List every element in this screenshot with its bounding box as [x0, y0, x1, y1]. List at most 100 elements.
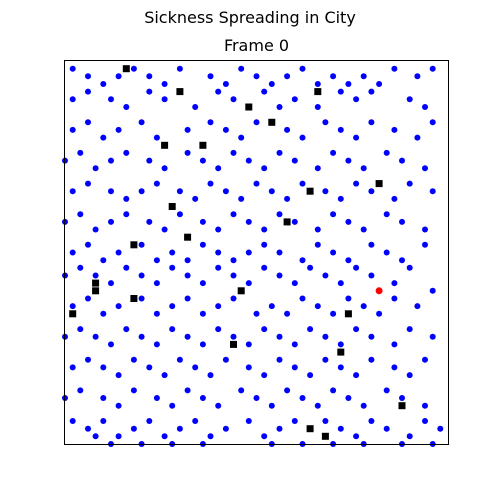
- healthy-point: [77, 149, 84, 156]
- healthy-point: [130, 387, 137, 394]
- healthy-point: [184, 126, 191, 133]
- healthy-point: [115, 433, 122, 440]
- healthy-point: [276, 149, 283, 156]
- healthy-point: [153, 395, 160, 401]
- healthy-point: [92, 226, 99, 233]
- healthy-point: [222, 126, 229, 133]
- healthy-point: [322, 119, 329, 126]
- healthy-point: [100, 395, 107, 401]
- healthy-point: [299, 295, 306, 302]
- healthy-point: [215, 88, 222, 95]
- healthy-point: [422, 104, 428, 110]
- healthy-point: [169, 303, 176, 310]
- healthy-point: [245, 418, 252, 424]
- healthy-point: [207, 372, 214, 379]
- healthy-point: [307, 326, 314, 333]
- healthy-point: [253, 119, 260, 126]
- healthy-point: [429, 188, 436, 195]
- healthy-point: [345, 295, 352, 302]
- healthy-point: [330, 387, 337, 394]
- healthy-point: [77, 387, 84, 394]
- healthy-point: [360, 165, 367, 172]
- healthy-point: [368, 241, 375, 248]
- healthy-point: [215, 264, 222, 271]
- healthy-point: [192, 195, 199, 202]
- healthy-point: [169, 264, 176, 271]
- healthy-point: [330, 73, 337, 80]
- healthy-point: [383, 387, 390, 394]
- healthy-point: [169, 249, 176, 256]
- healthy-point: [406, 96, 413, 103]
- healthy-point: [92, 165, 99, 172]
- healthy-point: [192, 418, 199, 424]
- healthy-point: [207, 119, 214, 126]
- healthy-point: [199, 241, 206, 248]
- healthy-point: [123, 211, 130, 218]
- building-marker: [161, 141, 169, 149]
- healthy-point: [322, 418, 329, 424]
- healthy-point: [92, 272, 99, 279]
- healthy-point: [169, 326, 176, 333]
- building-marker: [344, 310, 352, 318]
- healthy-point: [383, 249, 390, 256]
- healthy-point: [207, 180, 214, 187]
- healthy-point: [276, 104, 283, 110]
- healthy-point: [138, 295, 145, 302]
- healthy-point: [192, 364, 199, 371]
- healthy-point: [69, 303, 76, 310]
- healthy-point: [368, 188, 375, 195]
- healthy-point: [345, 218, 352, 225]
- healthy-point: [238, 387, 245, 394]
- healthy-point: [85, 119, 91, 126]
- healthy-point: [199, 218, 206, 225]
- building-marker: [92, 279, 100, 287]
- healthy-point: [284, 387, 291, 394]
- healthy-point: [299, 395, 306, 401]
- healthy-point: [376, 310, 383, 317]
- healthy-point: [245, 364, 252, 371]
- healthy-point: [291, 280, 298, 287]
- healthy-point: [222, 425, 229, 432]
- healthy-point: [422, 241, 428, 248]
- healthy-point: [253, 395, 260, 401]
- healthy-point: [429, 287, 436, 294]
- healthy-point: [100, 134, 107, 141]
- healthy-point: [146, 73, 153, 80]
- healthy-point: [108, 218, 114, 225]
- healthy-point: [77, 326, 84, 333]
- healthy-point: [261, 165, 268, 172]
- healthy-point: [245, 280, 252, 287]
- healthy-point: [138, 241, 145, 248]
- healthy-point: [299, 257, 306, 264]
- healthy-point: [153, 310, 160, 317]
- healthy-point: [192, 104, 199, 110]
- healthy-point: [153, 280, 160, 287]
- healthy-point: [215, 326, 222, 333]
- healthy-point: [69, 65, 76, 72]
- building-marker: [92, 287, 100, 295]
- healthy-point: [199, 280, 206, 287]
- healthy-point: [360, 226, 367, 233]
- healthy-point: [161, 372, 168, 379]
- healthy-point: [199, 395, 206, 401]
- healthy-point: [284, 310, 291, 317]
- healthy-point: [429, 65, 436, 72]
- healthy-point: [414, 73, 421, 80]
- sick-points: [375, 287, 383, 295]
- building-marker: [130, 295, 138, 302]
- healthy-point: [383, 149, 390, 156]
- healthy-point: [261, 264, 268, 271]
- healthy-point: [184, 257, 191, 264]
- healthy-point: [115, 249, 122, 256]
- healthy-point: [215, 165, 222, 172]
- healthy-point: [406, 264, 413, 271]
- healthy-point: [222, 81, 229, 87]
- healthy-point: [215, 402, 222, 409]
- healthy-point: [108, 280, 114, 287]
- healthy-point: [146, 157, 153, 164]
- healthy-point: [77, 264, 84, 271]
- healthy-point: [207, 433, 214, 440]
- healthy-point: [268, 188, 275, 195]
- healthy-point: [360, 303, 367, 310]
- healthy-point: [153, 134, 160, 141]
